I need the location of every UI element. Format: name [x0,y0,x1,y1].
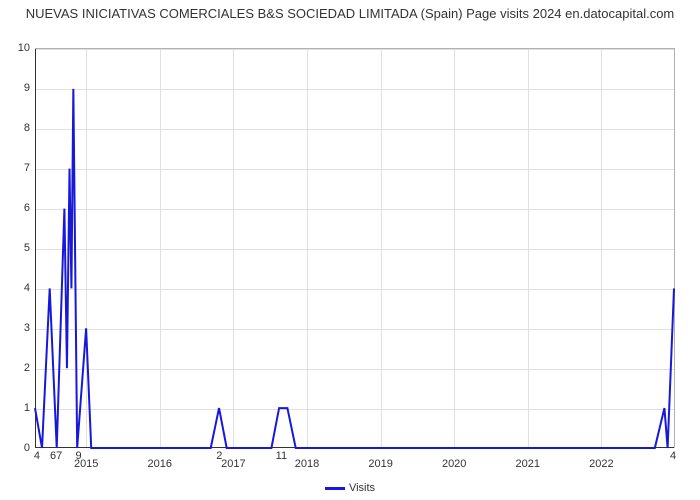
point-label: 67 [50,450,62,462]
y-tick-label: 2 [5,362,30,374]
x-year-label: 2020 [442,458,466,470]
chart-title: NUEVAS INICIATIVAS COMERCIALES B&S SOCIE… [0,6,700,23]
y-tick-label: 8 [5,122,30,134]
y-tick-label: 10 [5,42,30,54]
point-label: 4 [670,450,676,462]
x-year-label: 2018 [295,458,319,470]
x-year-label: 2017 [221,458,245,470]
x-year-label: 2019 [368,458,392,470]
y-tick-label: 1 [5,402,30,414]
visits-polyline [35,89,674,448]
point-label: 4 [34,450,40,462]
legend-swatch [325,487,345,490]
point-label: 2 [216,450,222,462]
y-tick-label: 0 [5,442,30,454]
series-line [35,49,674,448]
y-tick-label: 5 [5,242,30,254]
legend: Visits [0,482,700,494]
x-year-label: 2022 [589,458,613,470]
point-label: 11 [276,450,287,462]
visits-line-chart: NUEVAS INICIATIVAS COMERCIALES B&S SOCIE… [0,0,700,500]
plot-area [35,48,675,448]
x-year-label: 2016 [148,458,172,470]
y-tick-label: 7 [5,162,30,174]
y-tick-label: 9 [5,82,30,94]
point-label: 9 [75,450,81,462]
y-tick-label: 6 [5,202,30,214]
y-tick-label: 4 [5,282,30,294]
y-tick-label: 3 [5,322,30,334]
legend-label: Visits [349,482,375,494]
x-year-label: 2021 [516,458,540,470]
